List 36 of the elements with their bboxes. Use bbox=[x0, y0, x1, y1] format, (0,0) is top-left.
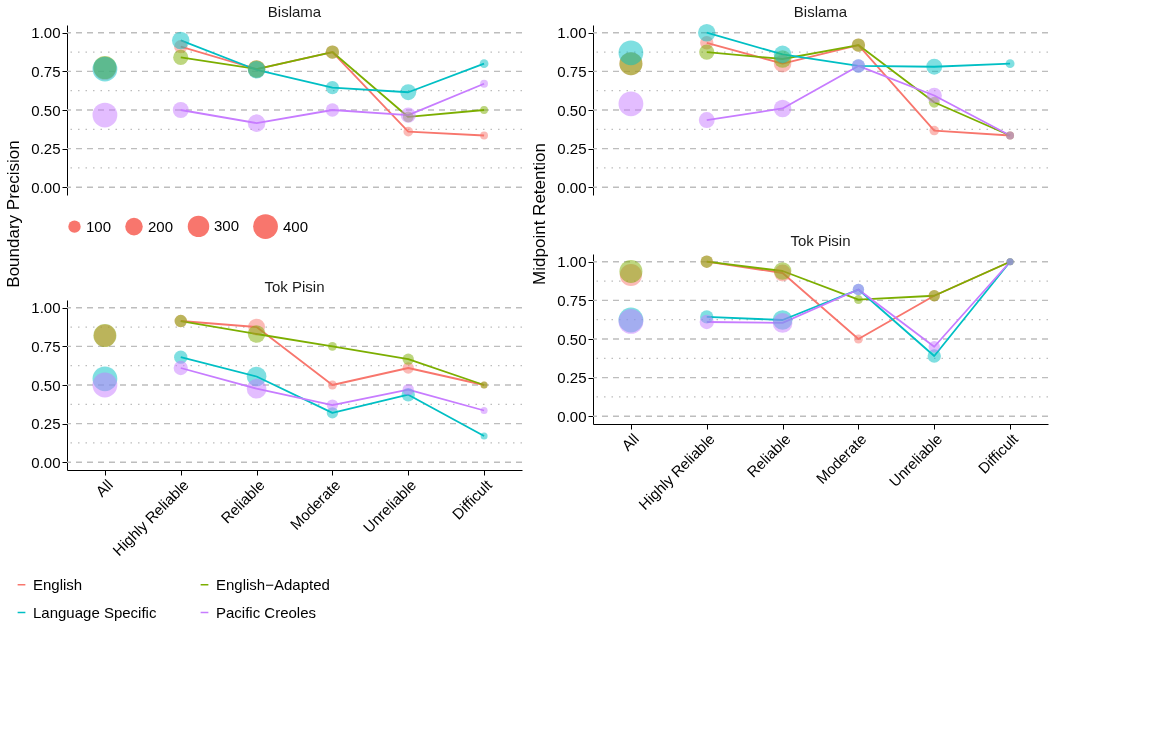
legend-label: 300 bbox=[214, 217, 240, 235]
y-tick-label: 0.25 bbox=[557, 140, 587, 158]
legend-label: 400 bbox=[283, 217, 309, 235]
x-tick-label: All bbox=[618, 430, 643, 454]
y-tick-label: 0.50 bbox=[31, 376, 61, 394]
y-tick-label: 0.75 bbox=[557, 291, 587, 309]
y-tick-label: 1.00 bbox=[31, 24, 61, 42]
y-tick-label: 0.00 bbox=[557, 178, 587, 196]
legend-label: English−Adapted bbox=[216, 575, 330, 593]
y-tick-label: 1.00 bbox=[31, 299, 61, 317]
legend-label: 200 bbox=[148, 217, 174, 235]
y-tick-label: 1.00 bbox=[557, 253, 587, 271]
chart-title: Bislama bbox=[267, 3, 322, 20]
legend-label: 100 bbox=[86, 217, 112, 235]
y-tick-label: 1.00 bbox=[557, 24, 587, 42]
legend-label: Pacific Creoles bbox=[216, 603, 317, 621]
y-tick-label: 0.75 bbox=[31, 337, 61, 355]
chart-title: Bislama bbox=[793, 3, 848, 20]
legend-label: Language Specific bbox=[33, 603, 157, 621]
y-axis-title: Boundary Precision bbox=[4, 140, 23, 288]
y-axis-title: Midpoint Retention bbox=[530, 143, 549, 285]
legend-label: English bbox=[33, 575, 83, 593]
y-tick-label: 0.25 bbox=[557, 369, 587, 387]
y-tick-label: 0.75 bbox=[31, 62, 61, 80]
x-tick-label: All bbox=[92, 476, 117, 500]
y-tick-label: 0.00 bbox=[31, 178, 61, 196]
y-tick-label: 0.75 bbox=[557, 62, 587, 80]
y-tick-label: 0.50 bbox=[557, 101, 587, 119]
y-tick-label: 0.00 bbox=[557, 407, 587, 425]
y-tick-label: 0.50 bbox=[31, 101, 61, 119]
y-tick-label: 0.25 bbox=[31, 140, 61, 158]
chart-title: Tok Pisin bbox=[264, 278, 325, 295]
y-tick-label: 0.50 bbox=[557, 330, 587, 348]
y-tick-label: 0.00 bbox=[31, 453, 61, 471]
y-tick-label: 0.25 bbox=[31, 415, 61, 433]
chart-title: Tok Pisin bbox=[790, 232, 851, 249]
